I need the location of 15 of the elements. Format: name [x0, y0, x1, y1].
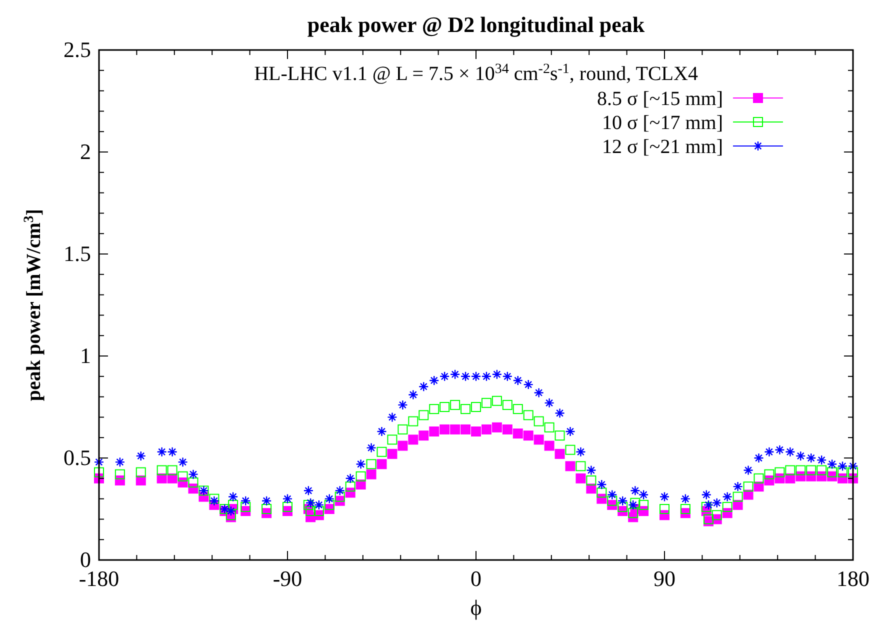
legend-label: 12 σ [~21 mm] — [602, 136, 723, 158]
x-axis-title: ϕ — [470, 595, 482, 620]
x-tick-label: -90 — [272, 566, 302, 591]
y-tick-label: 2 — [80, 139, 91, 164]
legend-label: 10 σ [~17 mm] — [602, 112, 723, 134]
y-tick-label: 2.5 — [64, 37, 91, 62]
y-tick-label: 1.5 — [64, 241, 91, 266]
y-tick-label: 0.5 — [64, 445, 91, 470]
y-tick-label: 1 — [80, 343, 91, 368]
x-tick-label: 90 — [654, 566, 676, 591]
annotation: HL-LHC v1.1 @ L = 7.5 × 10$^{34}$ cm$^{-2}$s$^{-1}$, round, TCLX4 — [254, 62, 698, 85]
chart-title: peak power @ D2 longitudinal peak — [307, 12, 646, 37]
x-tick-label: 180 — [836, 566, 870, 591]
x-tick-label: 0 — [470, 566, 482, 591]
legend-label: 8.5 σ [~15 mm] — [596, 88, 723, 110]
